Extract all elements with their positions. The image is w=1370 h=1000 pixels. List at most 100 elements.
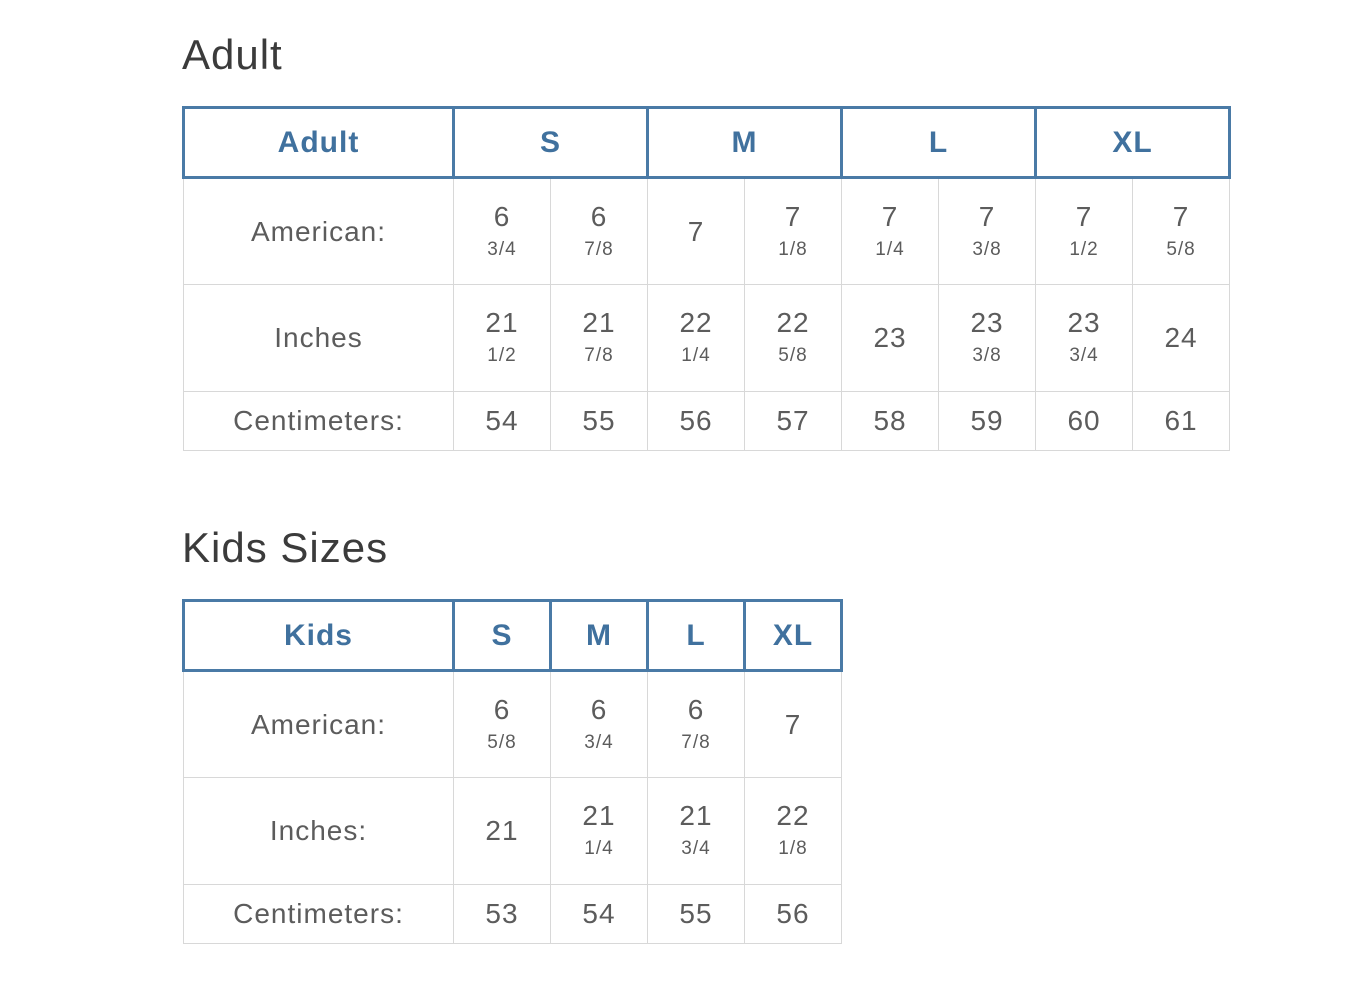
kids-inches-value: 21: [453, 777, 551, 885]
kids-size-table: Kids S M L XL American: 6 5/8 6 3/4: [182, 599, 843, 944]
cell-whole: 6: [493, 200, 511, 232]
adult-header-row: Adult S M L XL: [182, 106, 1232, 179]
cell-fraction: 5/8: [778, 345, 808, 366]
cell-fraction: 1/2: [1069, 238, 1099, 260]
adult-inches-row: Inches 21 1/2 21 7/8 22 1/4 22: [183, 284, 1231, 392]
cell-whole: 21: [582, 307, 616, 338]
adult-inches-value: 23: [841, 284, 940, 392]
cell-whole: 23: [1067, 307, 1101, 338]
cell-fraction: 1/4: [681, 345, 711, 366]
kids-centimeters-value: 55: [647, 884, 745, 944]
cell-fraction: 1/4: [875, 238, 905, 260]
kids-centimeters-value: 56: [744, 884, 842, 944]
cell-whole: 7: [1075, 200, 1093, 232]
page: Adult Adult S M L XL Americ: [182, 34, 1370, 944]
adult-american-row: American: 6 3/4 6 7/8 7 7: [183, 177, 1231, 285]
adult-centimeters-value: 54: [453, 391, 551, 451]
adult-centimeters-value: 57: [744, 391, 843, 451]
adult-centimeters-value: 58: [841, 391, 940, 451]
kids-size-header-l: L: [646, 599, 746, 672]
adult-centimeters-value: 61: [1132, 391, 1231, 451]
adult-heading: Adult: [182, 31, 283, 78]
kids-inches-value: 21 3/4: [647, 777, 745, 885]
adult-inches-label: Inches: [183, 284, 454, 392]
kids-size-header-xl: XL: [743, 599, 843, 672]
adult-american-value: 7 3/8: [938, 177, 1037, 285]
cell-fraction: 1/8: [778, 238, 808, 260]
cell-whole: 6: [687, 693, 705, 725]
cell-fraction: 5/8: [1166, 238, 1196, 260]
cell-fraction: 5/8: [487, 731, 517, 753]
kids-section: Kids Sizes Kids S M L XL American:: [182, 527, 1370, 944]
kids-american-value: 6 5/8: [453, 670, 551, 778]
cell-fraction: 7/8: [681, 731, 711, 753]
adult-american-value: 7 1/8: [744, 177, 843, 285]
cell-whole: 21: [485, 815, 519, 846]
adult-american-value: 6 3/4: [453, 177, 551, 285]
cell-fraction: 3/8: [972, 238, 1002, 260]
kids-american-value: 7: [744, 670, 842, 778]
cell-whole: 22: [776, 800, 810, 831]
cell-fraction: 7/8: [584, 345, 614, 366]
cell-fraction: 3/4: [681, 838, 711, 859]
cell-whole: 7: [687, 215, 705, 247]
cell-fraction: 7/8: [584, 238, 614, 260]
cell-whole: 23: [873, 322, 907, 353]
adult-inches-value: 24: [1132, 284, 1231, 392]
cell-whole: 21: [582, 800, 616, 831]
adult-inches-value: 22 5/8: [744, 284, 843, 392]
cell-fraction: 1/4: [584, 838, 614, 859]
adult-inches-value: 21 7/8: [549, 284, 649, 392]
adult-centimeters-row: Centimeters: 54 55 56 57 58 59 60 61: [183, 391, 1231, 451]
adult-centimeters-value: 59: [938, 391, 1037, 451]
adult-inches-value: 23 3/4: [1035, 284, 1134, 392]
cell-whole: 24: [1164, 322, 1198, 353]
adult-size-header-xl: XL: [1034, 106, 1232, 179]
cell-whole: 21: [679, 800, 713, 831]
kids-heading: Kids Sizes: [182, 524, 389, 571]
kids-size-header-m: M: [549, 599, 649, 672]
cell-whole: 7: [978, 200, 996, 232]
adult-section: Adult Adult S M L XL Americ: [182, 34, 1370, 451]
adult-american-value: 6 7/8: [549, 177, 649, 285]
adult-size-header-m: M: [646, 106, 844, 179]
adult-centimeters-value: 55: [549, 391, 649, 451]
adult-inches-value: 22 1/4: [647, 284, 746, 392]
cell-fraction: 3/4: [1069, 345, 1099, 366]
adult-inches-value: 23 3/8: [938, 284, 1037, 392]
kids-centimeters-value: 54: [550, 884, 648, 944]
kids-american-value: 6 3/4: [550, 670, 648, 778]
cell-whole: 6: [590, 693, 608, 725]
cell-whole: 23: [970, 307, 1004, 338]
kids-size-header-s: S: [452, 599, 552, 672]
cell-whole: 7: [784, 708, 802, 740]
adult-american-label: American:: [183, 177, 454, 285]
cell-whole: 7: [784, 200, 802, 232]
kids-inches-value: 21 1/4: [550, 777, 648, 885]
adult-inches-value: 21 1/2: [453, 284, 551, 392]
kids-centimeters-label: Centimeters:: [183, 884, 454, 944]
kids-american-label: American:: [183, 670, 454, 778]
cell-whole: 21: [485, 307, 519, 338]
adult-american-value: 7 5/8: [1132, 177, 1231, 285]
adult-corner-header: Adult: [182, 106, 455, 179]
kids-header-row: Kids S M L XL: [182, 599, 843, 672]
kids-centimeters-value: 53: [453, 884, 551, 944]
cell-whole: 7: [881, 200, 899, 232]
kids-american-value: 6 7/8: [647, 670, 745, 778]
kids-inches-label: Inches:: [183, 777, 454, 885]
adult-centimeters-value: 60: [1035, 391, 1134, 451]
cell-fraction: 1/2: [487, 345, 517, 366]
adult-american-value: 7: [647, 177, 746, 285]
cell-whole: 22: [679, 307, 713, 338]
adult-size-table: Adult S M L XL American: 6 3/4 6 7/8: [182, 106, 1232, 451]
cell-fraction: 3/8: [972, 345, 1002, 366]
kids-american-row: American: 6 5/8 6 3/4 6 7/8 7: [183, 670, 842, 778]
kids-centimeters-row: Centimeters: 53 54 55 56: [183, 884, 842, 944]
adult-centimeters-label: Centimeters:: [183, 391, 454, 451]
cell-fraction: 1/8: [778, 838, 808, 859]
cell-whole: 6: [493, 693, 511, 725]
cell-fraction: 3/4: [584, 731, 614, 753]
adult-american-value: 7 1/2: [1035, 177, 1134, 285]
cell-whole: 6: [590, 200, 608, 232]
